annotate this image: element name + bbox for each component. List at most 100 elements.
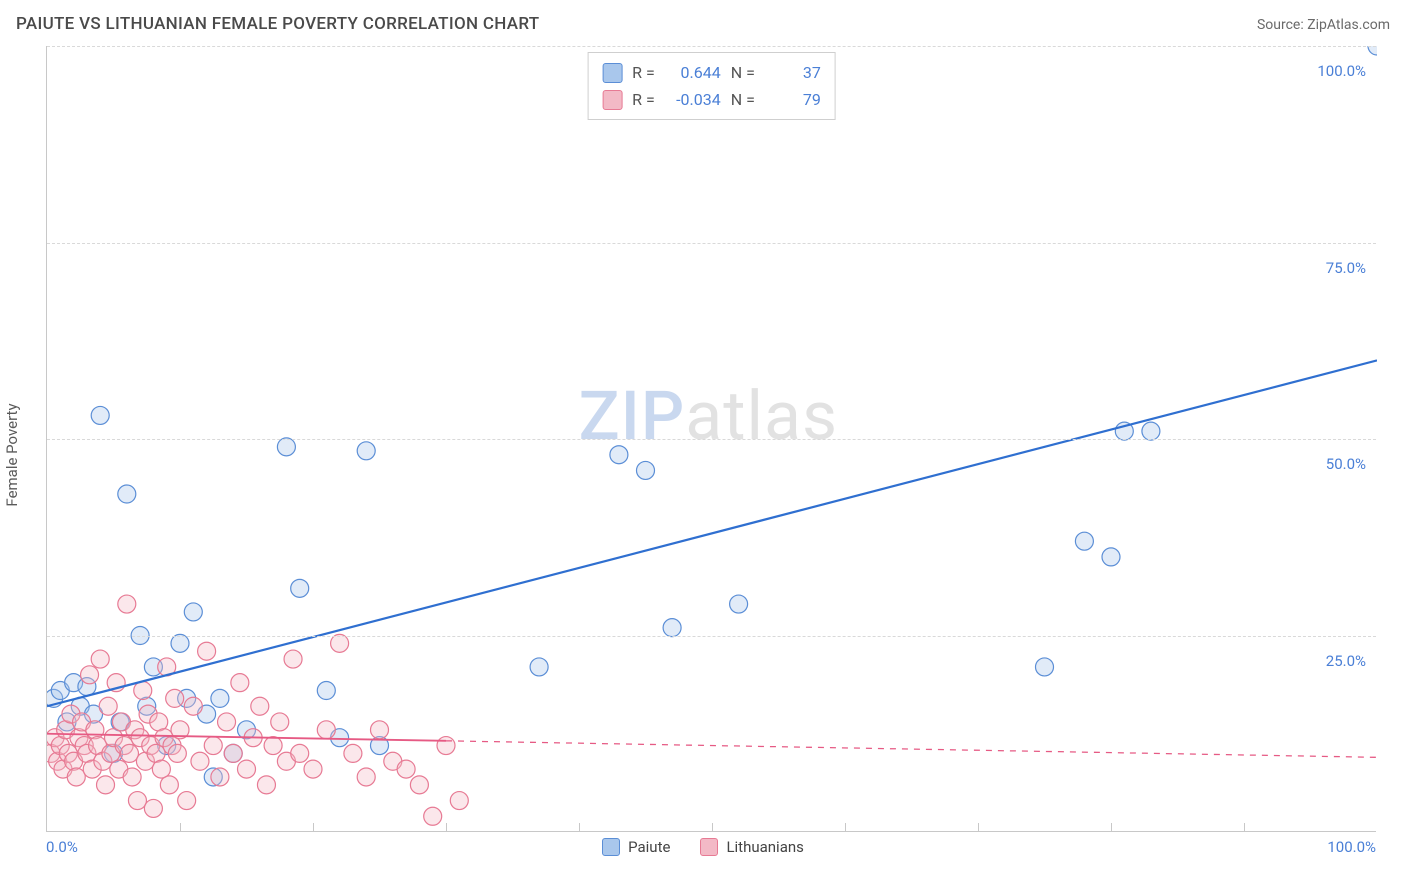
chart-source: Source: ZipAtlas.com bbox=[1257, 17, 1390, 33]
data-point bbox=[134, 682, 152, 700]
gridline bbox=[47, 243, 1376, 244]
data-point bbox=[231, 674, 249, 692]
r-label: R = bbox=[632, 59, 655, 86]
data-point bbox=[1075, 532, 1093, 550]
data-point bbox=[97, 776, 115, 794]
data-point bbox=[118, 595, 136, 613]
data-point bbox=[67, 768, 85, 786]
data-point bbox=[184, 603, 202, 621]
data-point bbox=[530, 658, 548, 676]
n-value-paiute: 37 bbox=[765, 59, 821, 86]
data-point bbox=[1368, 46, 1377, 55]
r-label: R = bbox=[632, 86, 655, 113]
legend-item-lithuanians: Lithuanians bbox=[700, 838, 803, 856]
y-tick-label: 25.0% bbox=[1326, 652, 1366, 670]
data-point bbox=[317, 721, 335, 739]
data-point bbox=[424, 807, 442, 825]
data-point bbox=[284, 650, 302, 668]
data-point bbox=[160, 776, 178, 794]
data-point bbox=[291, 744, 309, 762]
data-point bbox=[1102, 548, 1120, 566]
regression-line-dashed bbox=[446, 741, 1377, 758]
data-point bbox=[81, 666, 99, 684]
gridline bbox=[47, 439, 1376, 440]
data-point bbox=[168, 744, 186, 762]
legend-row-paiute: R = 0.644 N = 37 bbox=[602, 59, 821, 86]
data-point bbox=[198, 642, 216, 660]
data-point bbox=[178, 792, 196, 810]
data-point bbox=[637, 461, 655, 479]
x-tick bbox=[446, 823, 447, 831]
data-point bbox=[357, 768, 375, 786]
data-point bbox=[304, 760, 322, 778]
data-point bbox=[211, 689, 229, 707]
swatch-paiute bbox=[602, 63, 622, 83]
data-point bbox=[271, 713, 289, 731]
y-tick-label: 100.0% bbox=[1317, 62, 1366, 80]
y-tick-label: 50.0% bbox=[1326, 455, 1366, 473]
chart-title: PAIUTE VS LITHUANIAN FEMALE POVERTY CORR… bbox=[16, 14, 539, 34]
data-point bbox=[191, 752, 209, 770]
data-point bbox=[437, 737, 455, 755]
data-point bbox=[257, 776, 275, 794]
r-value-paiute: 0.644 bbox=[665, 59, 721, 86]
regression-line bbox=[47, 360, 1377, 706]
data-point bbox=[610, 446, 628, 464]
x-tick bbox=[712, 823, 713, 831]
data-point bbox=[331, 634, 349, 652]
plot-wrap: ZIPatlas R = 0.644 N = 37 R = -0.034 N =… bbox=[46, 46, 1376, 832]
data-point bbox=[224, 744, 242, 762]
legend-series: Paiute Lithuanians bbox=[0, 838, 1406, 856]
data-point bbox=[211, 768, 229, 786]
n-value-lithuanians: 79 bbox=[765, 86, 821, 113]
legend-label-lithuanians: Lithuanians bbox=[726, 838, 803, 856]
data-point bbox=[91, 406, 109, 424]
data-point bbox=[218, 713, 236, 731]
x-tick bbox=[1111, 823, 1112, 831]
data-point bbox=[251, 697, 269, 715]
data-point bbox=[357, 442, 375, 460]
data-point bbox=[1036, 658, 1054, 676]
data-point bbox=[184, 697, 202, 715]
data-point bbox=[730, 595, 748, 613]
data-point bbox=[120, 744, 138, 762]
data-point bbox=[171, 634, 189, 652]
data-point bbox=[264, 737, 282, 755]
data-point bbox=[91, 650, 109, 668]
n-label: N = bbox=[731, 59, 755, 86]
legend-row-lithuanians: R = -0.034 N = 79 bbox=[602, 86, 821, 113]
data-point bbox=[397, 760, 415, 778]
data-point bbox=[204, 737, 222, 755]
chart-header: PAIUTE VS LITHUANIAN FEMALE POVERTY CORR… bbox=[16, 14, 1390, 34]
gridline bbox=[47, 636, 1376, 637]
legend-label-paiute: Paiute bbox=[628, 838, 670, 856]
y-tick-label: 75.0% bbox=[1326, 259, 1366, 277]
legend-item-paiute: Paiute bbox=[602, 838, 670, 856]
swatch-paiute-icon bbox=[602, 838, 620, 856]
swatch-lithuanians bbox=[602, 90, 622, 110]
x-tick bbox=[845, 823, 846, 831]
plot-area: ZIPatlas R = 0.644 N = 37 R = -0.034 N =… bbox=[46, 46, 1376, 832]
data-point bbox=[123, 768, 141, 786]
x-tick bbox=[180, 823, 181, 831]
data-point bbox=[317, 682, 335, 700]
data-point bbox=[118, 485, 136, 503]
data-point bbox=[144, 799, 162, 817]
data-point bbox=[410, 776, 428, 794]
data-point bbox=[663, 619, 681, 637]
x-tick bbox=[313, 823, 314, 831]
data-point bbox=[277, 438, 295, 456]
x-tick bbox=[1244, 823, 1245, 831]
x-tick bbox=[978, 823, 979, 831]
n-label: N = bbox=[731, 86, 755, 113]
data-point bbox=[238, 760, 256, 778]
x-tick bbox=[579, 823, 580, 831]
y-axis-title: Female Poverty bbox=[3, 403, 21, 506]
data-point bbox=[344, 744, 362, 762]
data-point bbox=[166, 689, 184, 707]
legend-correlation: R = 0.644 N = 37 R = -0.034 N = 79 bbox=[587, 52, 836, 120]
gridline bbox=[47, 46, 1376, 47]
data-point bbox=[450, 792, 468, 810]
data-point bbox=[291, 579, 309, 597]
data-point bbox=[128, 792, 146, 810]
